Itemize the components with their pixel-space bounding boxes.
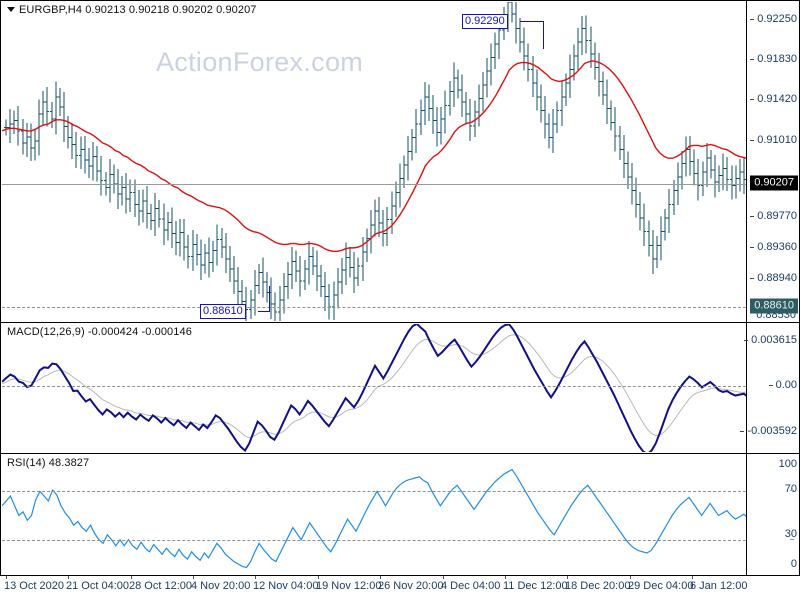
price-axis-tick: 0.89360: [750, 241, 797, 253]
swing-high-label[interactable]: 0.92290: [462, 14, 508, 29]
rsi-series-svg: [2, 468, 746, 569]
time-axis-mark: [567, 576, 568, 579]
symbol-header[interactable]: EURGBP,H4 0.90213 0.90218 0.90202 0.9020…: [7, 4, 257, 16]
time-axis-label: 28 Oct 12:00: [129, 580, 192, 592]
time-axis-mark: [318, 576, 319, 579]
symbol-header-text: EURGBP,H4 0.90213 0.90218 0.90202 0.9020…: [19, 4, 257, 16]
macd-main-line: [2, 324, 746, 452]
time-axis-label: 4 Dec 04:00: [441, 580, 501, 592]
time-axis-mark: [131, 576, 132, 579]
price-chart-panel[interactable]: EURGBP,H4 0.90213 0.90218 0.90202 0.9020…: [0, 0, 800, 323]
macd-axis-tick: 0.00: [768, 379, 797, 391]
price-axis-tick: 0.91010: [750, 134, 797, 146]
time-axis-label: 21 Oct 04:00: [66, 580, 129, 592]
macd-plot-area[interactable]: [2, 324, 746, 452]
rsi-title: RSI(14) 48.3827: [7, 457, 90, 469]
swing-high-leader-line: [520, 21, 544, 22]
time-axis-label: 11 Dec 12:00: [503, 580, 568, 592]
time-axis-label: 19 Nov 12:00: [316, 580, 382, 592]
time-axis-label: 13 Oct 2020: [4, 580, 64, 592]
price-axis-tick: 0.88940: [750, 272, 797, 284]
ohlc-bars: [4, 2, 746, 321]
swing-high-leader-drop: [543, 21, 544, 49]
swing-low-leader-rise: [269, 286, 270, 311]
time-axis-mark: [6, 576, 7, 579]
price-axis-tick: 0.92250: [750, 13, 797, 25]
macd-signal-line: [2, 334, 746, 439]
triangle-down-icon[interactable]: [7, 6, 15, 12]
current-price-line: [2, 184, 746, 185]
time-axis-mark: [443, 576, 444, 579]
macd-axis-tick: -0.003592: [740, 425, 797, 437]
rsi-axis-tick: 0: [790, 558, 797, 570]
moving-average-line: [2, 60, 746, 252]
time-axis-label: 6 Jan 12:00: [690, 580, 748, 592]
swing-low-level-line: [2, 307, 746, 308]
rsi-axis[interactable]: 100 70 30 0: [746, 454, 799, 575]
current-price-tag: 0.90207: [750, 175, 798, 191]
rsi-panel[interactable]: RSI(14) 48.3827 100 70 30 0: [0, 453, 800, 576]
rsi-plot-area[interactable]: [2, 455, 746, 574]
macd-axis[interactable]: 0.003615 0.00 -0.003592: [740, 323, 799, 453]
time-axis-label: 18 Dec 20:00: [565, 580, 631, 592]
macd-series-svg: [2, 324, 746, 452]
rsi-axis-tick: 70: [784, 483, 797, 495]
rsi-level-line: [2, 491, 746, 492]
macd-panel[interactable]: MACD(12,26,9) -0.000424 -0.000146 0.0036…: [0, 322, 800, 454]
time-axis[interactable]: 13 Oct 2020 21 Oct 04:00 28 Oct 12:00 4 Nov…: [0, 576, 800, 600]
price-axis-tick: 0.89770: [750, 210, 797, 222]
time-axis-mark: [630, 576, 631, 579]
rsi-axis-tick: 30: [784, 528, 797, 540]
macd-axis-tick: 0.003615: [744, 334, 797, 346]
swing-low-tag: 0.88610: [750, 298, 798, 314]
time-axis-mark: [692, 576, 693, 579]
time-axis-mark: [68, 576, 69, 579]
rsi-level-line: [2, 540, 746, 541]
price-plot-area[interactable]: [2, 2, 746, 321]
macd-title: MACD(12,26,9) -0.000424 -0.000146: [7, 326, 192, 338]
watermark: ActionForex.com: [156, 47, 364, 77]
time-axis-label: 26 Nov 20:00: [378, 580, 444, 592]
time-axis-label: 12 Nov 04:00: [253, 580, 319, 592]
time-axis-mark: [505, 576, 506, 579]
price-axis-tick: 0.91830: [750, 53, 797, 65]
time-axis-mark: [380, 576, 381, 579]
rsi-line: [2, 468, 746, 569]
macd-zero-line: [2, 386, 746, 387]
rsi-axis-tick: 100: [778, 458, 797, 470]
swing-low-label[interactable]: 0.88610: [200, 304, 246, 319]
price-axis-tick: 0.91420: [750, 93, 797, 105]
swing-low-leader-line: [258, 311, 270, 312]
price-series-svg: [2, 2, 746, 321]
price-axis[interactable]: 0.922500.918300.914200.910100.906000.897…: [746, 1, 799, 322]
time-axis-label: 29 Dec 04:00: [628, 580, 694, 592]
time-axis-label: 4 Nov 20:00: [191, 580, 251, 592]
time-axis-mark: [255, 576, 256, 579]
time-axis-mark: [193, 576, 194, 579]
